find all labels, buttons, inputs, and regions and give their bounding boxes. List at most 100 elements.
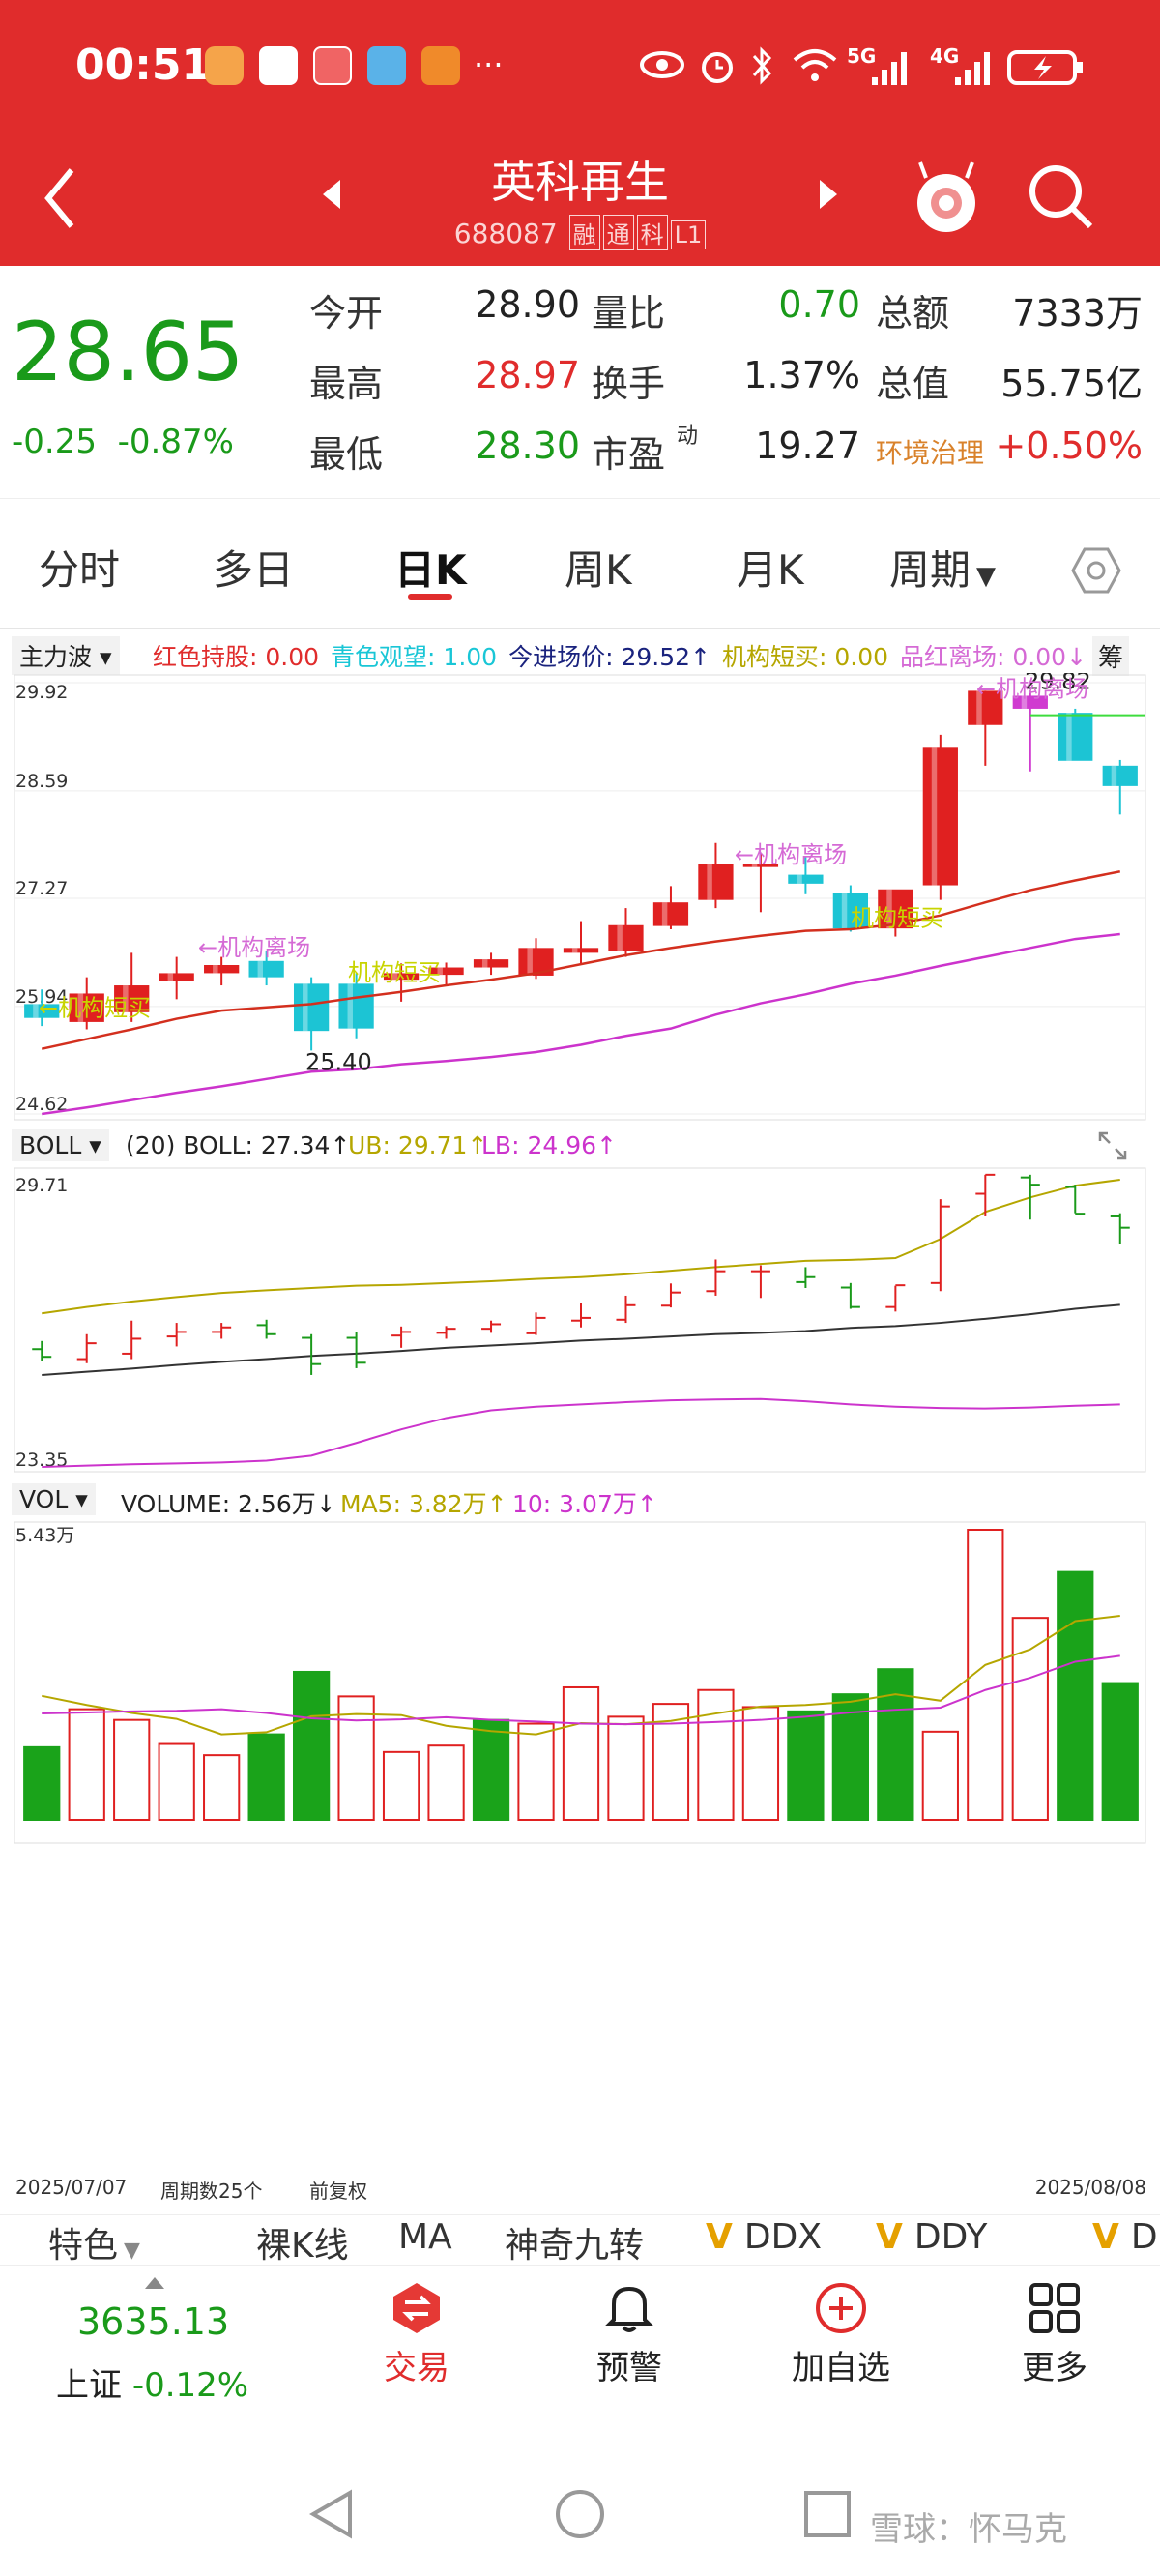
candle: [69, 977, 104, 1030]
back-triangle-icon[interactable]: [307, 2487, 356, 2541]
quote-label: 换手: [592, 363, 666, 405]
volume-value: VOLUME: 2.56万↓: [121, 1490, 336, 1518]
stock-tag: 融: [568, 215, 600, 250]
chart-annotation: 25.40: [305, 1048, 372, 1075]
candle: [383, 963, 420, 1002]
main-indicator-item: 机构短买: 0.00: [721, 643, 889, 671]
candle: [922, 734, 958, 900]
nav-alert[interactable]: 预警: [576, 2279, 682, 2388]
main-indicator-selector[interactable]: 主力波 ▾: [12, 636, 120, 675]
bottom-nav: 3635.13 上证 -0.12% 交易 预警 加自选 更多: [0, 2265, 1160, 2458]
candle-body: [652, 902, 689, 926]
boll-mid-line: [42, 1303, 1120, 1376]
nav-trade[interactable]: 交易: [363, 2279, 470, 2388]
grid-icon: [1030, 2283, 1080, 2333]
volume-bar: [562, 1685, 600, 1821]
tab-2[interactable]: 日K: [394, 538, 467, 600]
ohlc-bar: [346, 1332, 366, 1368]
vol-indicator-selector[interactable]: VOL ▾: [12, 1483, 96, 1515]
candle: [338, 973, 374, 1039]
tab-0[interactable]: 分时: [39, 538, 120, 597]
settings-hex-icon[interactable]: [1069, 543, 1123, 598]
period-tabs: 分时 多日 日K 周K 月K 周期 ▼: [0, 498, 1160, 629]
bluetooth-icon: [752, 46, 772, 85]
nav-more[interactable]: 更多: [1001, 2279, 1108, 2388]
ma-line-magenta: [42, 932, 1120, 1116]
tab-label: 多日: [213, 546, 295, 594]
toolbar-item-6[interactable]: V DDZ: [1092, 2217, 1160, 2257]
v-badge-icon: V: [876, 2217, 903, 2257]
stock-tag: 科: [636, 215, 668, 250]
candle-highlight: [886, 889, 892, 929]
book-icon: [367, 46, 406, 85]
ohlc-bar: [526, 1312, 546, 1335]
next-stock-icon[interactable]: [818, 178, 839, 211]
toolbar-item-4[interactable]: V DDX: [706, 2217, 822, 2257]
candle-body: [608, 924, 644, 951]
ohlc-bar: [1065, 1185, 1086, 1215]
search-icon[interactable]: [1027, 162, 1094, 230]
toolbar-item-3[interactable]: 神奇九转: [505, 2217, 644, 2268]
quote-value: 28.90: [475, 283, 580, 326]
recents-square-icon[interactable]: [802, 2489, 853, 2539]
quote-label: 今开: [309, 292, 384, 335]
nav-trade-label: 交易: [384, 2349, 450, 2387]
toolbar-label: DDX: [743, 2217, 822, 2257]
back-arrow-icon[interactable]: [41, 164, 79, 232]
boll-frame: [14, 1167, 1146, 1473]
candle-body: [24, 1004, 60, 1018]
mascot-icon[interactable]: [913, 155, 980, 238]
expand-icon[interactable]: [1096, 1129, 1129, 1162]
index-row[interactable]: 上证 -0.12%: [56, 2358, 248, 2406]
network-4g: 4G: [930, 44, 960, 68]
candle-body: [1102, 765, 1138, 786]
candle: [968, 690, 1003, 766]
index-value[interactable]: 3635.13: [77, 2300, 230, 2343]
quote-value: +0.50%: [995, 424, 1143, 467]
collapse-arrow-icon[interactable]: [143, 2275, 166, 2291]
nav-add-watchlist[interactable]: 加自选: [783, 2279, 899, 2388]
adjust-mode[interactable]: 前复权: [309, 2180, 367, 2203]
vol-indicator-bar: VOL ▾ VOLUME: 2.56万↓ MA5: 3.82万↑ 10: 3.0…: [0, 1476, 1160, 1520]
chip-button[interactable]: 筹: [1092, 636, 1130, 676]
candlestick-chart: 29.9228.5927.2725.9424.6229.8225.40←机构离场…: [14, 673, 1146, 1121]
boll-lb-value: LB: 24.96↑: [481, 1131, 617, 1159]
system-nav-bar: 雪球：怀马克: [0, 2458, 1160, 2576]
quote-label: 最低: [309, 433, 384, 476]
volume-bar: [68, 1708, 105, 1821]
candle-highlight: [527, 948, 533, 976]
stock-tags: 融通科 L1: [566, 215, 707, 250]
stock-code: 688087: [453, 218, 558, 249]
candle-body: [968, 690, 1003, 725]
tab-1[interactable]: 多日: [213, 538, 294, 597]
tab-3[interactable]: 周K: [565, 538, 632, 597]
candle-body: [338, 983, 374, 1029]
ohlc-bar: [256, 1319, 276, 1339]
ohlc-bar: [1020, 1174, 1040, 1220]
toolbar-item-1[interactable]: 裸K线: [256, 2217, 349, 2268]
home-circle-icon[interactable]: [553, 2487, 607, 2541]
toolbar-item-0[interactable]: 特色 ▼: [48, 2217, 140, 2268]
ohlc-bar: [796, 1267, 816, 1288]
kline-chart-area[interactable]: 主力波 ▾ 红色持股: 0.00 青色观望: 1.00 今进场价: 29.52↑ 机构…: [0, 629, 1160, 2214]
boll-indicator-selector[interactable]: BOLL ▾: [12, 1129, 109, 1161]
ohlc-bar: [975, 1173, 996, 1216]
quote-value: 28.30: [475, 424, 580, 467]
chart-annotation: 29.82: [1025, 673, 1091, 694]
chart-annotation: ←机构短买: [39, 994, 151, 1021]
volume-bar: [113, 1718, 151, 1822]
candle-highlight: [303, 983, 308, 1032]
prev-stock-icon[interactable]: [321, 178, 342, 211]
toolbar-label: 特色: [48, 2226, 119, 2266]
index-change: -0.12%: [131, 2366, 249, 2405]
toolbar-item-5[interactable]: V DDY: [876, 2217, 987, 2257]
tab-4[interactable]: 月K: [737, 538, 804, 597]
tab-5[interactable]: 周期 ▼: [889, 538, 996, 597]
nav-more-label: 更多: [1022, 2349, 1088, 2387]
candle: [652, 886, 689, 929]
ohlc-bar: [32, 1340, 52, 1361]
ohlc-bar: [706, 1259, 726, 1296]
candle: [428, 962, 464, 986]
toolbar-item-2[interactable]: MA: [398, 2217, 452, 2257]
candle-highlight: [167, 973, 174, 981]
